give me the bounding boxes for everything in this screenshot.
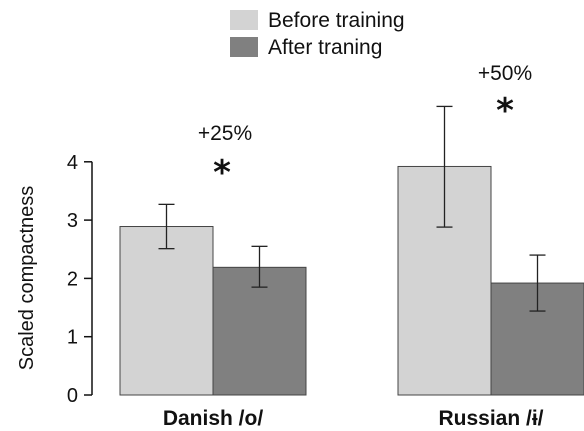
y-axis-label: Scaled compactness — [16, 186, 38, 371]
legend-label: After traning — [268, 36, 382, 59]
y-tick-label: 4 — [67, 152, 78, 174]
bar-before-0 — [119, 226, 214, 396]
annotations: +25% * +50% * — [198, 62, 532, 193]
significance-star: * — [213, 153, 231, 193]
y-axis: 0 1 2 3 4 — [67, 152, 93, 407]
annotation-label: +25% — [198, 122, 252, 145]
y-tick-label: 2 — [67, 268, 78, 290]
legend-label: Before training — [268, 9, 405, 32]
y-tick-label: 1 — [67, 327, 78, 349]
category-label: Russian /ɨ/ — [438, 407, 543, 430]
category-labels: Danish /o/Russian /ɨ/ — [163, 407, 544, 430]
legend-swatch — [230, 37, 258, 57]
legend-swatch — [230, 10, 258, 30]
annotation-label: +50% — [478, 62, 532, 85]
category-label: Danish /o/ — [163, 407, 264, 430]
bars — [119, 165, 584, 396]
legend: Before training After traning — [230, 9, 405, 59]
y-tick-label: 0 — [67, 385, 78, 407]
bar-after-0 — [212, 266, 307, 396]
y-tick-label: 3 — [67, 210, 78, 232]
significance-star: * — [496, 91, 514, 131]
error-bars — [158, 105, 546, 312]
